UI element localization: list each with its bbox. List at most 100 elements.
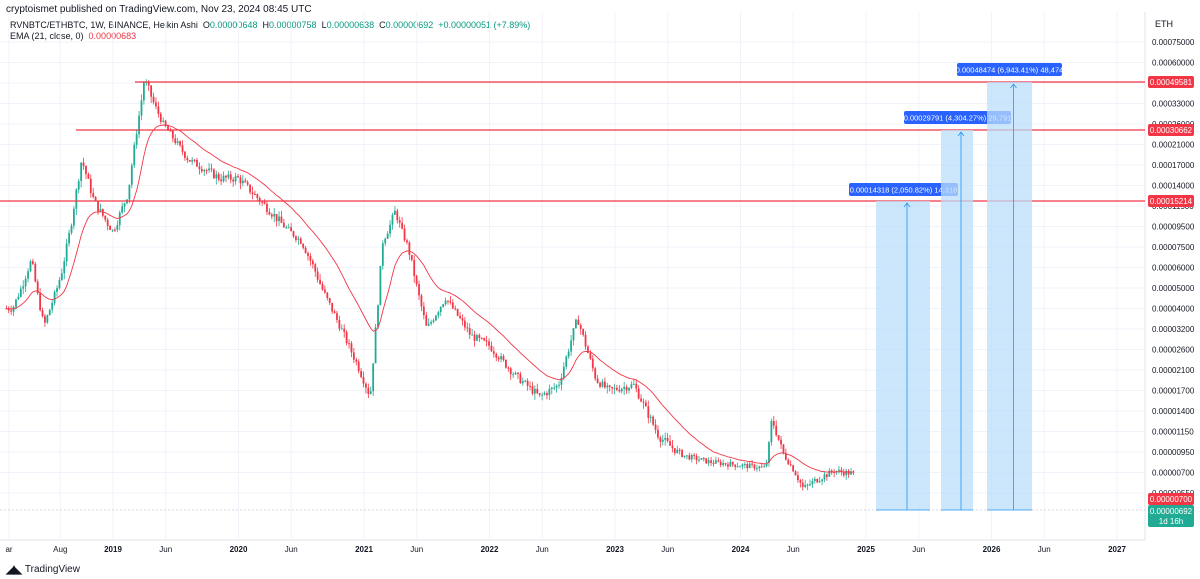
level-price-label: 0.00049581 <box>1150 78 1193 87</box>
candle-body <box>553 387 556 389</box>
y-tick-label: 0.00006000 <box>1152 264 1195 273</box>
candle-body <box>258 198 261 202</box>
candle-body <box>777 435 780 440</box>
candle-body <box>82 162 85 166</box>
candle-body <box>413 259 416 277</box>
y-tick-label: 0.00017000 <box>1152 161 1195 170</box>
level-price-label: 0.00015214 <box>1150 197 1193 206</box>
candle-body <box>188 160 191 162</box>
candle-body <box>828 470 831 477</box>
y-tick-label: 0.00009500 <box>1152 223 1195 232</box>
candle-body <box>75 189 78 209</box>
candle-body <box>809 484 811 486</box>
candle-body <box>813 478 816 482</box>
candle-body <box>688 455 691 460</box>
candle-body <box>205 170 208 172</box>
candle-body <box>686 455 688 457</box>
candle-body <box>27 271 29 279</box>
candle-body <box>683 455 686 457</box>
candle-body <box>483 338 486 341</box>
candle-body <box>377 305 379 328</box>
x-tick-label: ar <box>5 545 12 554</box>
candle-body <box>94 196 97 202</box>
candle-body <box>7 308 10 311</box>
candle-body <box>821 479 823 482</box>
candle-body <box>765 462 768 467</box>
candle-body <box>374 327 377 364</box>
candle-body <box>92 193 95 197</box>
candle-body <box>775 425 778 436</box>
candle-body <box>620 388 623 392</box>
candle-body <box>212 169 215 179</box>
candle-body <box>478 335 481 338</box>
candle-body <box>309 255 312 261</box>
currency-label: ETH <box>1155 19 1173 29</box>
candle-body <box>345 331 348 344</box>
candle-body <box>529 385 531 387</box>
candle-body <box>517 372 519 375</box>
candle-body <box>39 293 42 311</box>
candle-body <box>155 102 157 107</box>
candle-body <box>550 387 553 389</box>
published-header: cryptoismet published on TradingView.com… <box>6 4 312 15</box>
x-tick-label: 2027 <box>1108 545 1126 554</box>
candle-body <box>381 243 384 266</box>
candle-body <box>591 358 594 369</box>
candle-body <box>97 201 99 212</box>
candle-body <box>485 340 488 342</box>
x-tick-label: Jun <box>787 545 800 554</box>
candle-body <box>254 194 256 196</box>
x-tick-label: 2022 <box>481 545 499 554</box>
candle-body <box>734 464 737 467</box>
x-tick-label: Jun <box>410 545 423 554</box>
candle-body <box>768 442 770 463</box>
candle-body <box>319 279 321 285</box>
candle-body <box>659 437 662 442</box>
candle-body <box>46 315 49 323</box>
candle-body <box>618 389 621 392</box>
candle-body <box>748 463 751 469</box>
candle-body <box>186 157 189 161</box>
ema-value: 0.00000683 <box>88 31 137 41</box>
candle-body <box>466 327 469 329</box>
candle-body <box>121 206 124 213</box>
candle-body <box>410 254 413 260</box>
y-tick-label: 0.00005000 <box>1152 284 1195 293</box>
candle-body <box>275 214 278 222</box>
candle-body <box>418 284 420 296</box>
candle-body <box>299 238 302 244</box>
candle-body <box>492 351 495 354</box>
candle-body <box>575 319 577 329</box>
candle-body <box>512 374 515 376</box>
candle-body <box>495 353 498 358</box>
candle-body <box>727 464 729 467</box>
candle-body <box>608 385 611 388</box>
candle-body <box>642 401 645 403</box>
candle-body <box>751 463 753 465</box>
candle-body <box>263 202 266 204</box>
low-label: L <box>321 20 327 30</box>
candle-body <box>340 328 343 330</box>
x-tick-label: Aug <box>53 545 67 554</box>
candle-body <box>225 175 227 178</box>
ema-price-label: 0.00000700 <box>1150 495 1193 504</box>
candle-body <box>792 465 795 472</box>
y-tick-label: 0.00001700 <box>1152 387 1195 396</box>
candle-body <box>562 366 565 378</box>
candle-body <box>797 475 799 481</box>
candle-body <box>19 288 22 297</box>
candle-body <box>649 416 652 418</box>
candle-body <box>196 159 198 167</box>
candle-body <box>290 227 293 232</box>
footer: ◢◣ TradingView <box>6 563 80 576</box>
candle-body <box>68 232 70 244</box>
candle-body <box>681 450 683 457</box>
candle-body <box>15 299 17 307</box>
change-value: +0.00000051 (+7.89%) <box>438 20 531 30</box>
candle-body <box>599 382 601 387</box>
candle-body <box>430 321 432 324</box>
candle-body <box>321 284 324 290</box>
candle-body <box>135 134 138 145</box>
candle-body <box>31 261 34 264</box>
